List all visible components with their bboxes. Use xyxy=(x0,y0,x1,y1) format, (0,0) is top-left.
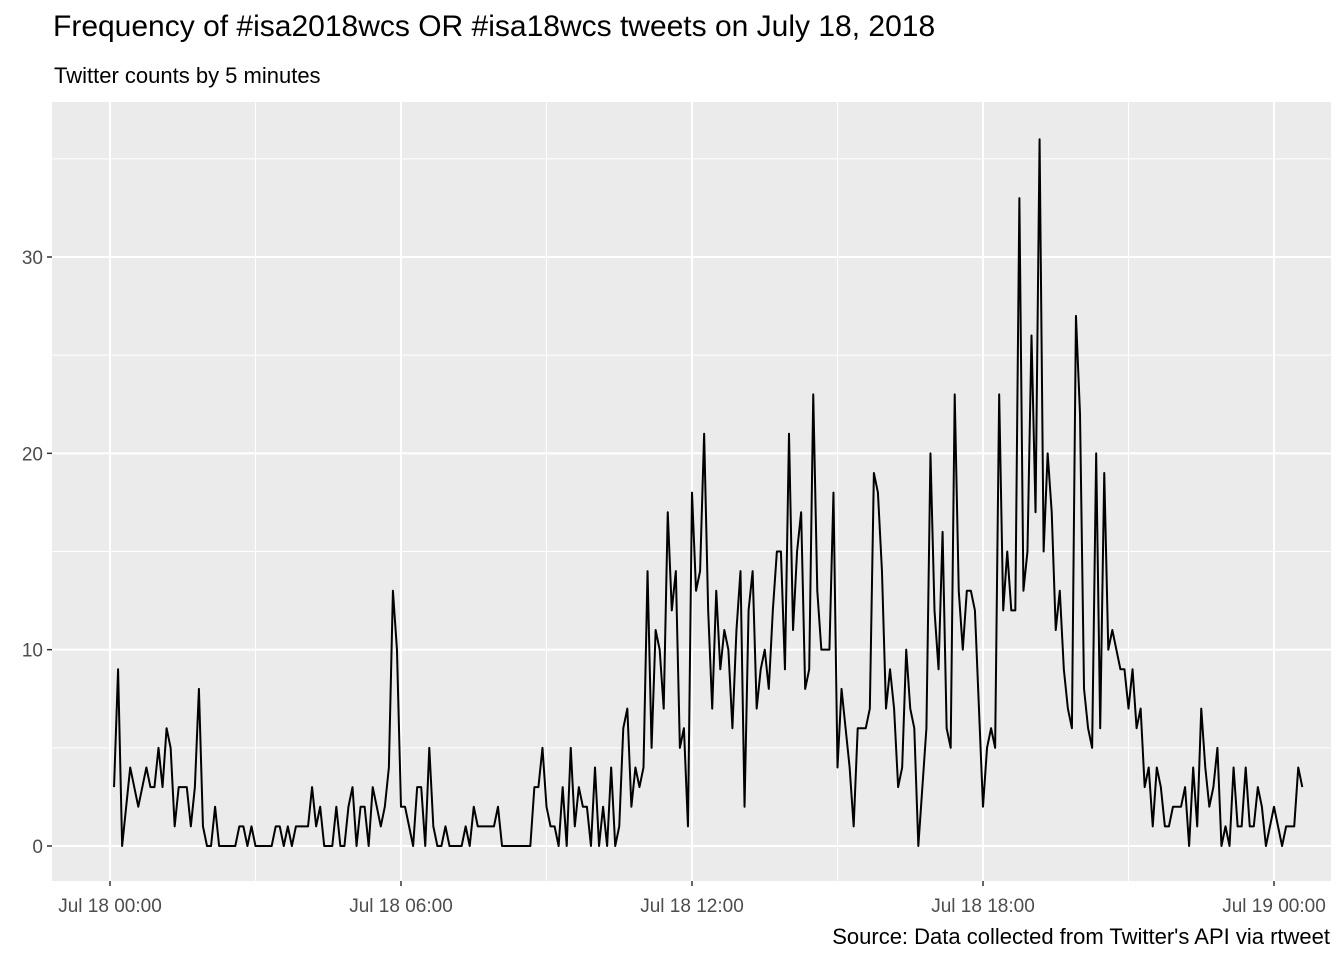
x-axis: Jul 18 00:00 Jul 18 06:00 Jul 18 12:00 Jul … xyxy=(58,881,1326,917)
y-tick-label: 0 xyxy=(32,837,43,858)
chart-title: Frequency of #isa2018wcs OR #isa18wcs tw… xyxy=(53,10,936,43)
chart-subtitle: Twitter counts by 5 minutes xyxy=(54,63,321,88)
chart-caption: Source: Data collected from Twitter's AP… xyxy=(832,924,1330,949)
x-tick-label: Jul 19 00:00 xyxy=(1222,896,1326,917)
x-tick-label: Jul 18 06:00 xyxy=(349,896,453,917)
y-tick-label: 10 xyxy=(22,641,43,662)
y-tick-label: 20 xyxy=(22,444,43,465)
y-axis: 0 10 20 30 xyxy=(22,248,52,858)
y-tick-label: 30 xyxy=(22,248,43,269)
x-tick-label: Jul 18 00:00 xyxy=(58,896,162,917)
x-tick-label: Jul 18 18:00 xyxy=(931,896,1035,917)
major-gridlines xyxy=(52,102,1331,881)
x-tick-label: Jul 18 12:00 xyxy=(640,896,744,917)
tweet-count-line xyxy=(113,138,1304,847)
